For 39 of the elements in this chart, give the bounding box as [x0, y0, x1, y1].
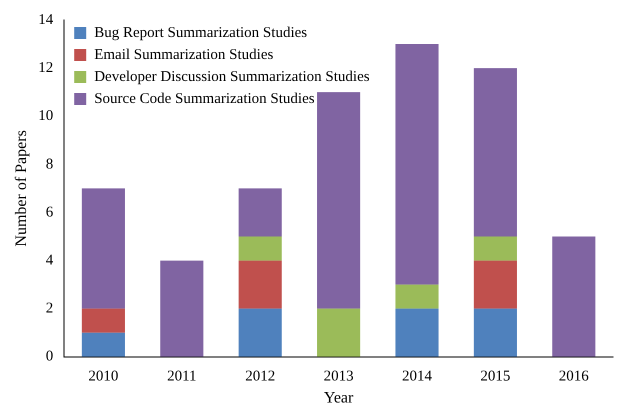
- bar: [82, 332, 125, 357]
- y-tick-label: 12: [38, 60, 54, 76]
- bar: [238, 308, 282, 357]
- bar: [317, 308, 360, 357]
- y-tick-label: 10: [38, 108, 54, 124]
- x-tick-label: 2016: [558, 368, 590, 385]
- bar: [160, 260, 204, 357]
- bar: [395, 308, 439, 357]
- legend-label: Bug Report Summarization Studies: [94, 24, 308, 41]
- bar: [238, 188, 282, 237]
- bar: [552, 236, 596, 357]
- bar: [82, 188, 125, 309]
- x-axis-title: Year: [324, 390, 354, 407]
- x-tick-label: 2011: [167, 368, 197, 385]
- bar: [317, 92, 360, 309]
- y-tick-label: 0: [46, 348, 54, 365]
- y-axis-title: Number of Papers: [12, 130, 30, 247]
- legend-label: Developer Discussion Summarization Studies: [94, 68, 370, 85]
- bar: [238, 236, 282, 261]
- x-tick-label: 2010: [88, 368, 118, 385]
- legend-label: Email Summarization Studies: [94, 46, 274, 63]
- x-tick-label: 2015: [480, 368, 510, 385]
- bar: [238, 260, 282, 309]
- bar: [474, 308, 517, 357]
- x-tick-label: 2014: [402, 368, 432, 385]
- bar: [82, 308, 125, 333]
- bar: [474, 68, 517, 237]
- x-tick-label: 2012: [245, 368, 276, 385]
- bar: [474, 236, 517, 261]
- y-tick-label: 4: [46, 252, 54, 269]
- x-tick-label: 2013: [324, 368, 354, 385]
- y-tick-label: 2: [46, 300, 54, 317]
- y-tick-label: 14: [38, 12, 54, 28]
- y-tick-label: 8: [46, 156, 54, 172]
- bar: [395, 284, 439, 309]
- bar: [474, 260, 517, 309]
- legend-label: Source Code Summarization Studies: [94, 90, 315, 107]
- bar: [395, 44, 439, 285]
- y-tick-label: 6: [46, 204, 54, 220]
